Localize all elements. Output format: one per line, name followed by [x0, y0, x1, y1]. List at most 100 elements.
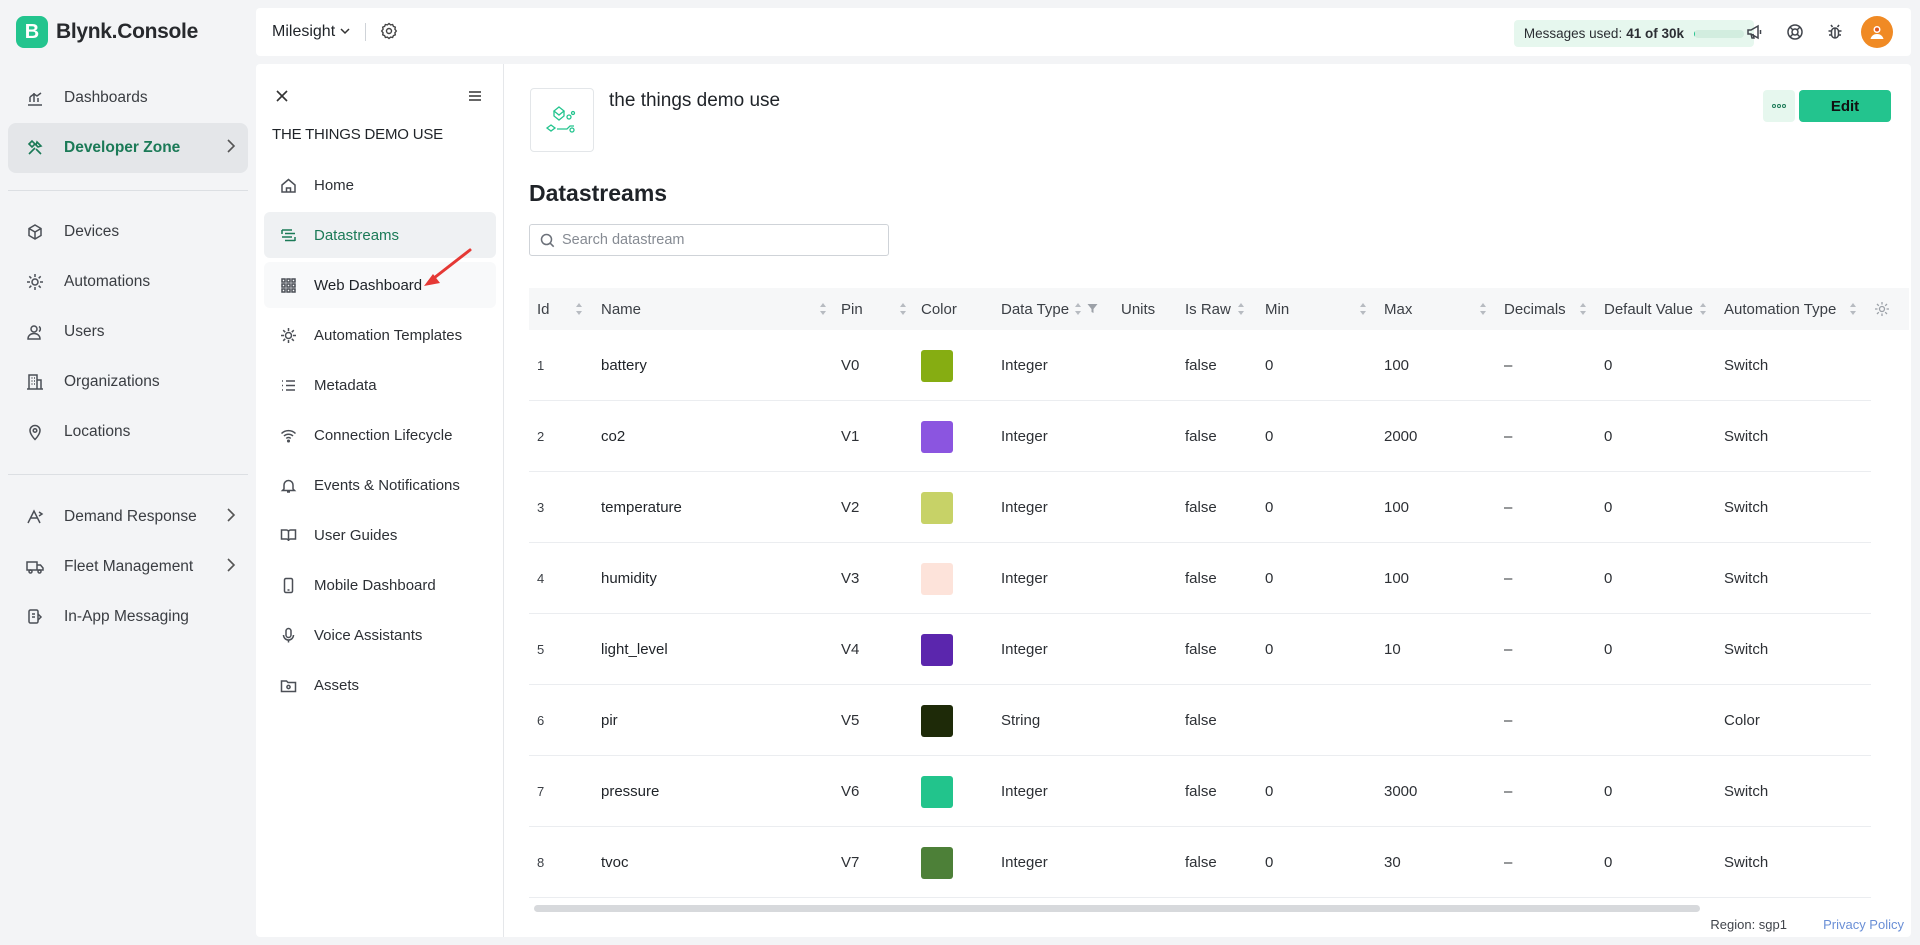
sub-item-home[interactable]: Home	[264, 162, 496, 208]
table-row[interactable]: 6 pir V5 String false – Color	[529, 685, 1871, 756]
user-avatar[interactable]	[1861, 16, 1893, 48]
settings-gear-icon[interactable]	[380, 22, 400, 42]
col-header-data-type[interactable]: Data Type	[1001, 288, 1069, 330]
more-options-button[interactable]	[1763, 90, 1795, 122]
cell-max: 10	[1384, 641, 1401, 658]
cell-is-raw: false	[1185, 854, 1217, 871]
sub-item-user-guides[interactable]: User Guides	[264, 512, 496, 558]
main-sidebar: B Blynk.Console Dashboards Developer Zon…	[0, 0, 256, 945]
color-swatch	[921, 633, 953, 666]
sort-icon[interactable]	[1579, 302, 1587, 316]
nav-item-organizations[interactable]: Organizations	[8, 357, 248, 407]
sub-item-mobile-dashboard[interactable]: Mobile Dashboard	[264, 562, 496, 608]
bug-icon[interactable]	[1824, 21, 1846, 43]
nav-item-fleet-management[interactable]: Fleet Management	[8, 542, 248, 592]
table-row[interactable]: 4 humidity V3 Integer false 0 100 – 0 Switch	[529, 543, 1871, 614]
table-row[interactable]: 5 light_level V4 Integer false 0 10 – 0 Switch	[529, 614, 1871, 685]
sub-item-metadata[interactable]: Metadata	[264, 362, 496, 408]
cell-color	[921, 614, 953, 685]
sub-item-web-dashboard[interactable]: Web Dashboard	[264, 262, 496, 308]
nav-item-developer-zone[interactable]: Developer Zone	[8, 123, 248, 173]
sub-item-datastreams[interactable]: Datastreams	[264, 212, 496, 258]
table-row[interactable]: 8 tvoc V7 Integer false 0 30 – 0 Switch	[529, 827, 1871, 898]
cell-automation-type: Switch	[1724, 357, 1769, 374]
col-label: Automation Type	[1724, 300, 1837, 318]
users-icon	[24, 321, 46, 343]
sub-item-events-notifications[interactable]: Events & Notifications	[264, 462, 496, 508]
col-label: Default Value	[1604, 300, 1693, 318]
col-header-pin[interactable]: Pin	[841, 288, 863, 330]
template-title: THE THINGS DEMO USE	[272, 126, 443, 143]
template-thumbnail[interactable]	[530, 88, 594, 152]
sort-icon[interactable]	[899, 302, 907, 316]
cell-max: 2000	[1384, 428, 1418, 445]
nav-item-dashboards[interactable]: Dashboards	[8, 73, 248, 123]
sub-item-automation-templates[interactable]: Automation Templates	[264, 312, 496, 358]
demand-icon	[24, 506, 46, 528]
brand[interactable]: B Blynk.Console	[0, 0, 256, 64]
cell-data-type: Integer	[1001, 357, 1048, 374]
nav-item-demand-response[interactable]: Demand Response	[8, 492, 248, 542]
sub-item-voice-assistants[interactable]: Voice Assistants	[264, 612, 496, 658]
col-label: Data Type	[1001, 300, 1070, 318]
col-header-is-raw[interactable]: Is Raw	[1185, 288, 1231, 330]
table-row[interactable]: 7 pressure V6 Integer false 0 3000 – 0 Switch	[529, 756, 1871, 827]
col-header-id[interactable]: Id	[537, 288, 550, 330]
help-lifebuoy-icon[interactable]	[1784, 21, 1806, 43]
cell-automation-type: Switch	[1724, 428, 1769, 445]
message-icon	[24, 606, 46, 628]
cell-automation-type: Switch	[1724, 641, 1769, 658]
table-row[interactable]: 2 co2 V1 Integer false 0 2000 – 0 Switch	[529, 401, 1871, 472]
sort-icon[interactable]	[1849, 302, 1857, 316]
filter-icon[interactable]	[1087, 303, 1098, 314]
cell-max: 3000	[1384, 783, 1418, 800]
col-header-default-value[interactable]: Default Value	[1604, 288, 1693, 330]
megaphone-icon[interactable]	[1744, 21, 1766, 43]
org-switcher[interactable]: Milesight	[272, 23, 351, 41]
sort-icon[interactable]	[1074, 302, 1082, 316]
messages-used-badge[interactable]: Messages used: 41 of 30k	[1513, 20, 1754, 47]
home-icon	[278, 175, 298, 195]
cell-decimals: –	[1504, 641, 1513, 658]
cell-min: 0	[1265, 854, 1274, 871]
microphone-icon	[278, 625, 298, 645]
search-datastream-input[interactable]: Search datastream	[529, 224, 889, 256]
sort-icon[interactable]	[1699, 302, 1707, 316]
sub-item-assets[interactable]: Assets	[264, 662, 496, 708]
sort-icon[interactable]	[1359, 302, 1367, 316]
hamburger-menu-icon[interactable]	[467, 88, 487, 108]
sort-icon[interactable]	[1479, 302, 1487, 316]
sort-icon[interactable]	[1237, 302, 1245, 316]
cell-automation-type: Switch	[1724, 783, 1769, 800]
page-title: Datastreams	[529, 180, 668, 206]
table-row[interactable]: 1 battery V0 Integer false 0 100 – 0 Switch	[529, 330, 1871, 401]
sort-icon[interactable]	[819, 302, 827, 316]
nav-item-devices[interactable]: Devices	[8, 207, 248, 257]
privacy-policy-link[interactable]: Privacy Policy	[1823, 917, 1904, 932]
color-swatch	[921, 846, 953, 879]
nav-item-users[interactable]: Users	[8, 307, 248, 357]
table-row[interactable]: 3 temperature V2 Integer false 0 100 – 0 Switch	[529, 472, 1871, 543]
col-label: Units	[1121, 300, 1156, 318]
cell-automation-type: Switch	[1724, 570, 1769, 587]
avatar-person-icon	[1870, 26, 1884, 39]
sub-item-label: Datastreams	[314, 226, 400, 244]
edit-button[interactable]: Edit	[1799, 90, 1891, 122]
col-header-decimals[interactable]: Decimals	[1504, 288, 1566, 330]
cell-color	[921, 330, 953, 401]
horizontal-scrollbar[interactable]	[534, 905, 1700, 912]
sub-item-connection-lifecycle[interactable]: Connection Lifecycle	[264, 412, 496, 458]
nav-item-in-app-messaging[interactable]: In-App Messaging	[8, 592, 248, 642]
nav-item-locations[interactable]: Locations	[8, 407, 248, 457]
cell-id: 5	[537, 642, 545, 657]
close-icon[interactable]	[274, 88, 294, 108]
column-settings-icon[interactable]	[1874, 301, 1890, 317]
col-header-automation-type[interactable]: Automation Type	[1724, 288, 1836, 330]
col-header-max[interactable]: Max	[1384, 288, 1412, 330]
bell-icon	[278, 475, 298, 495]
col-label: Max	[1384, 300, 1413, 318]
nav-item-automations[interactable]: Automations	[8, 257, 248, 307]
col-header-min[interactable]: Min	[1265, 288, 1289, 330]
sort-icon[interactable]	[575, 302, 583, 316]
col-header-name[interactable]: Name	[601, 288, 641, 330]
